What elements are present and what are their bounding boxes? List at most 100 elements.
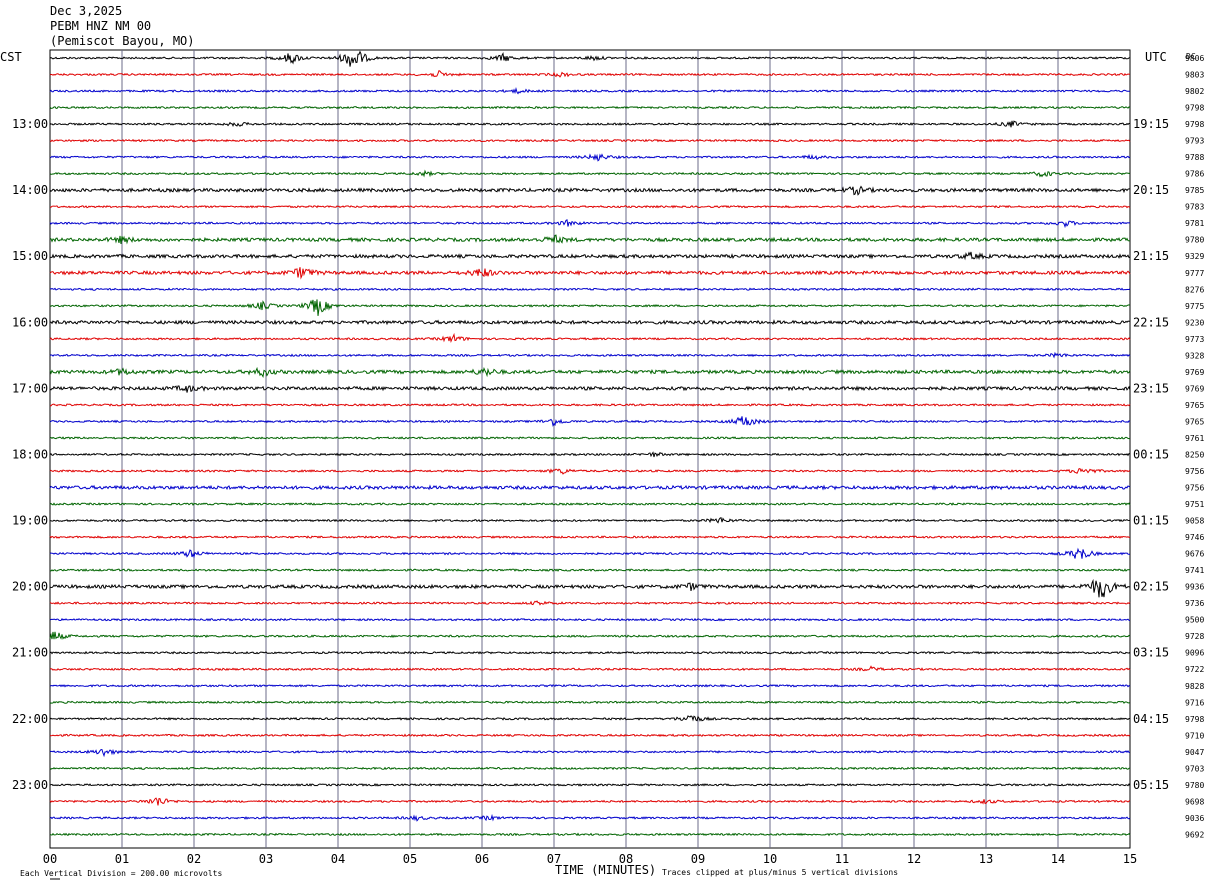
plot-frame (49, 49, 1131, 849)
left-time-label: 16:00 (12, 315, 48, 329)
chart-station: PEBM HNZ NM 00 (50, 19, 152, 33)
dc-offset-label: 9769 (1185, 368, 1204, 377)
right-time-label: 21:15 (1133, 249, 1169, 263)
left-time-label: 21:00 (12, 646, 48, 660)
right-time-label: 00:15 (1133, 447, 1169, 461)
trace-row-black (49, 120, 1131, 128)
trace-row-red (49, 204, 1131, 209)
right-timezone-label: UTC (1145, 50, 1167, 64)
dc-offset-label: 9785 (1185, 186, 1204, 195)
x-tick-label: 01 (115, 852, 129, 866)
x-tick-labels: 00 01 02 03 04 05 06 07 08 09 10 11 12 13 14 15 (43, 852, 1137, 866)
right-time-label: 22:15 (1133, 315, 1169, 329)
dc-offset-label: 9722 (1185, 665, 1204, 674)
trace-row-red (49, 468, 1131, 475)
trace-row-blue (49, 416, 1131, 427)
trace-row-green (49, 436, 1131, 440)
x-tick-label: 03 (259, 852, 273, 866)
trace-row-green (49, 766, 1131, 771)
dc-offset-label: 9500 (1185, 616, 1204, 625)
trace-row-black (49, 185, 1130, 196)
x-tick-label: 05 (403, 852, 417, 866)
dc-offset-label: 9769 (1185, 384, 1204, 393)
x-tick-label: 13 (979, 852, 993, 866)
trace-row-red (49, 665, 1131, 672)
right-time-label: 03:15 (1133, 646, 1169, 660)
dc-offset-label: 9780 (1185, 236, 1204, 245)
trace-row-green (49, 568, 1130, 572)
x-tick-label: 09 (691, 852, 705, 866)
dc-label: DC (1186, 52, 1196, 61)
trace-row-green (49, 169, 1131, 178)
trace-row-blue (49, 287, 1131, 292)
x-tick-label: 00 (43, 852, 57, 866)
left-time-label: 23:00 (12, 778, 48, 792)
dc-offset-label: 9698 (1185, 797, 1204, 806)
dc-offset-label: 9716 (1185, 698, 1204, 707)
dc-offset-label: 9765 (1185, 417, 1204, 426)
x-tick-label: 07 (547, 852, 561, 866)
trace-row-green (49, 832, 1131, 837)
x-tick-label: 12 (907, 852, 921, 866)
trace-row-black (49, 50, 1131, 67)
dc-offset-label: 9781 (1185, 219, 1204, 228)
trace-row-red (49, 797, 1131, 806)
trace-row-green (49, 299, 1131, 316)
dc-offset-label: 9096 (1185, 649, 1204, 658)
dc-offset-label: 9710 (1185, 731, 1204, 740)
trace-row-black (49, 319, 1131, 326)
right-time-labels: 19:15 20:15 21:15 22:15 23:15 00:15 01:15 02:15… (1133, 117, 1169, 792)
dc-offset-label: 9806 (1185, 54, 1204, 63)
left-time-label: 19:00 (12, 514, 48, 528)
dc-offset-label: 9746 (1185, 533, 1204, 542)
trace-row-red (49, 403, 1131, 407)
chart-location: (Pemiscot Bayou, MO) (50, 34, 195, 48)
right-time-label: 20:15 (1133, 183, 1169, 197)
dc-offset-label: 9230 (1185, 318, 1204, 327)
dc-offset-labels: 9806 9803 9802 9798 9798 9793 9788 9786 9785 9783… (1185, 54, 1204, 839)
trace-row-black (49, 385, 1131, 393)
left-time-label: 17:00 (12, 381, 48, 395)
trace-row-blue (49, 86, 1130, 95)
x-tick-label: 06 (475, 852, 489, 866)
right-time-label: 04:15 (1133, 712, 1169, 726)
trace-row-black (49, 251, 1131, 261)
dc-offset-label: 9728 (1185, 632, 1204, 641)
dc-offset-label: 9793 (1185, 137, 1204, 146)
trace-row-black (49, 650, 1131, 655)
vertical-scale-note: Each Vertical Division = 200.00 microvol… (20, 869, 222, 878)
dc-offset-label: 8276 (1185, 285, 1204, 294)
trace-row-red (49, 332, 1131, 344)
dc-offset-label: 9765 (1185, 401, 1204, 410)
dc-offset-label: 9047 (1185, 748, 1204, 757)
dc-offset-label: 9328 (1185, 351, 1204, 360)
dc-offset-label: 9703 (1185, 764, 1204, 773)
right-time-label: 23:15 (1133, 381, 1169, 395)
trace-row-black (49, 516, 1131, 524)
dc-offset-label: 9936 (1185, 583, 1204, 592)
trace-row-red (49, 138, 1131, 143)
trace-row-blue (49, 547, 1130, 559)
dc-offset-label: 9329 (1185, 252, 1204, 261)
trace-row-red (49, 535, 1131, 539)
trace-row-red (49, 733, 1131, 738)
dc-offset-label: 9783 (1185, 203, 1204, 212)
dc-offset-label: 9756 (1185, 467, 1204, 476)
right-time-label: 19:15 (1133, 117, 1169, 131)
trace-row-blue (49, 683, 1131, 688)
dc-offset-label: 9773 (1185, 335, 1204, 344)
clip-note: Traces clipped at plus/minus 5 vertical … (662, 868, 898, 877)
dc-offset-label: 9756 (1185, 484, 1204, 493)
chart-date: Dec 3,2025 (50, 4, 123, 18)
dc-offset-label: 9751 (1185, 500, 1204, 509)
x-tick-label: 02 (187, 852, 201, 866)
dc-offset-label: 9798 (1185, 104, 1204, 113)
left-timezone-label: CST (0, 50, 22, 64)
trace-row-blue (49, 617, 1131, 622)
trace-row-green (49, 502, 1131, 506)
dc-offset-label: 9775 (1185, 302, 1204, 311)
trace-row-red (49, 267, 1131, 280)
x-tick-label: 08 (619, 852, 633, 866)
trace-row-green (49, 700, 1131, 705)
